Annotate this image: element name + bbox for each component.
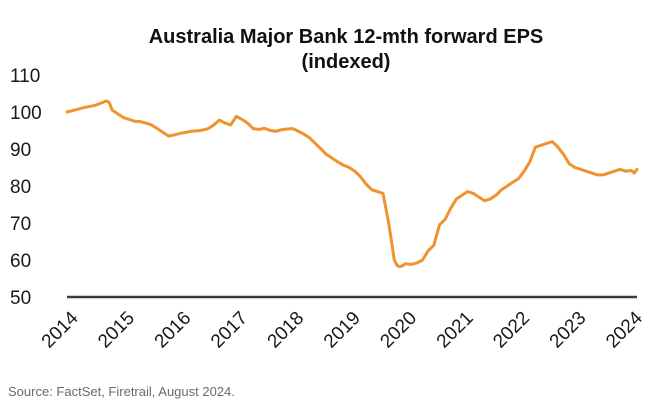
y-tick-label: 90 — [10, 140, 31, 161]
y-tick-label: 70 — [10, 214, 31, 235]
x-tick-label: 2019 — [320, 308, 365, 353]
y-tick-label: 80 — [10, 177, 31, 198]
chart-title: Australia Major Bank 12-mth forward EPS — [149, 26, 544, 48]
x-axis-ticks: 2014 2015 2016 2017 2018 2019 2020 2021 2022 2023… — [38, 307, 647, 352]
y-axis-ticks: 110 100 90 80 70 60 50 — [10, 66, 42, 309]
y-tick-label: 50 — [10, 288, 31, 309]
series-line — [65, 99, 639, 269]
x-tick-label: 2014 — [38, 307, 83, 352]
x-tick-label: 2017 — [207, 308, 252, 353]
y-tick-label: 100 — [10, 103, 42, 124]
chart-subtitle: (indexed) — [302, 51, 391, 73]
series-layer — [65, 99, 639, 269]
y-tick-label: 60 — [10, 251, 31, 272]
source-note: Source: FactSet, Firetrail, August 2024. — [8, 384, 235, 399]
x-tick-label: 2021 — [433, 308, 478, 353]
x-tick-label: 2020 — [376, 308, 421, 353]
x-tick-label: 2024 — [602, 307, 647, 352]
x-tick-label: 2023 — [546, 308, 591, 353]
x-tick-label: 2016 — [151, 308, 196, 353]
x-tick-label: 2018 — [264, 308, 309, 353]
y-tick-label: 110 — [10, 66, 40, 87]
x-tick-label: 2015 — [94, 308, 139, 353]
x-tick-label: 2022 — [489, 308, 534, 353]
